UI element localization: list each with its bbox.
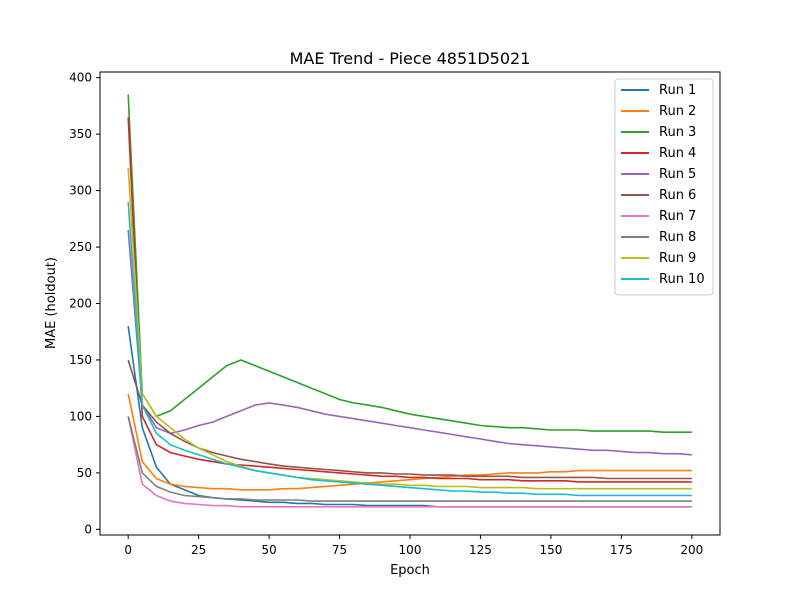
- axes: 0 25 50 75 100 125 150 175 200 0 50 100 150 200 250 300…: [69, 71, 721, 557]
- x-tick-label: 100: [399, 543, 422, 557]
- legend-label-run-4: Run 4: [659, 146, 696, 161]
- x-tick-label: 75: [332, 543, 347, 557]
- x-tick-label: 0: [124, 543, 132, 557]
- legend-label-run-3: Run 3: [659, 125, 696, 140]
- y-tick-label: 250: [69, 240, 92, 254]
- legend-label-run-5: Run 5: [659, 167, 696, 182]
- legend: Run 1 Run 2 Run 3 Run 4 Run 5 Run 6 Run 7 Run 8…: [614, 78, 714, 296]
- y-tick-label: 150: [69, 353, 92, 367]
- x-tick-label: 25: [191, 543, 206, 557]
- x-tick-label: 175: [610, 543, 633, 557]
- y-tick-label: 200: [69, 297, 92, 311]
- x-tick-label: 150: [539, 543, 562, 557]
- legend-label-run-7: Run 7: [659, 209, 696, 224]
- y-tick-label: 400: [69, 71, 92, 85]
- x-axis-label: Epoch: [390, 563, 430, 578]
- x-tick-label: 125: [469, 543, 492, 557]
- y-tick-label: 100: [69, 409, 92, 423]
- series-line-run-6: [127, 359, 692, 480]
- series-line-run-2: [127, 393, 692, 491]
- y-tick-label: 50: [77, 466, 92, 480]
- y-axis-label: MAE (holdout): [44, 257, 59, 349]
- series-line-run-5: [127, 230, 692, 456]
- y-tick-label: 300: [69, 184, 92, 198]
- series-line-run-7: [127, 416, 692, 508]
- legend-label-run-10: Run 10: [659, 272, 705, 287]
- legend-label-run-8: Run 8: [659, 230, 696, 245]
- legend-label-run-9: Run 9: [659, 251, 696, 266]
- legend-label-run-2: Run 2: [659, 104, 696, 119]
- y-tick-label: 350: [69, 127, 92, 141]
- legend-label-run-6: Run 6: [659, 188, 696, 203]
- legend-label-run-1: Run 1: [659, 83, 696, 98]
- series-line-run-8: [127, 416, 692, 502]
- x-tick-label: 200: [680, 543, 703, 557]
- series-line-run-10: [127, 201, 692, 497]
- y-tick-label: 0: [84, 522, 92, 536]
- x-tick-label: 50: [261, 543, 276, 557]
- plot-area: [127, 94, 692, 508]
- series-line-run-3: [127, 94, 692, 434]
- series-line-run-9: [127, 167, 692, 490]
- chart-title: MAE Trend - Piece 4851D5021: [290, 49, 531, 68]
